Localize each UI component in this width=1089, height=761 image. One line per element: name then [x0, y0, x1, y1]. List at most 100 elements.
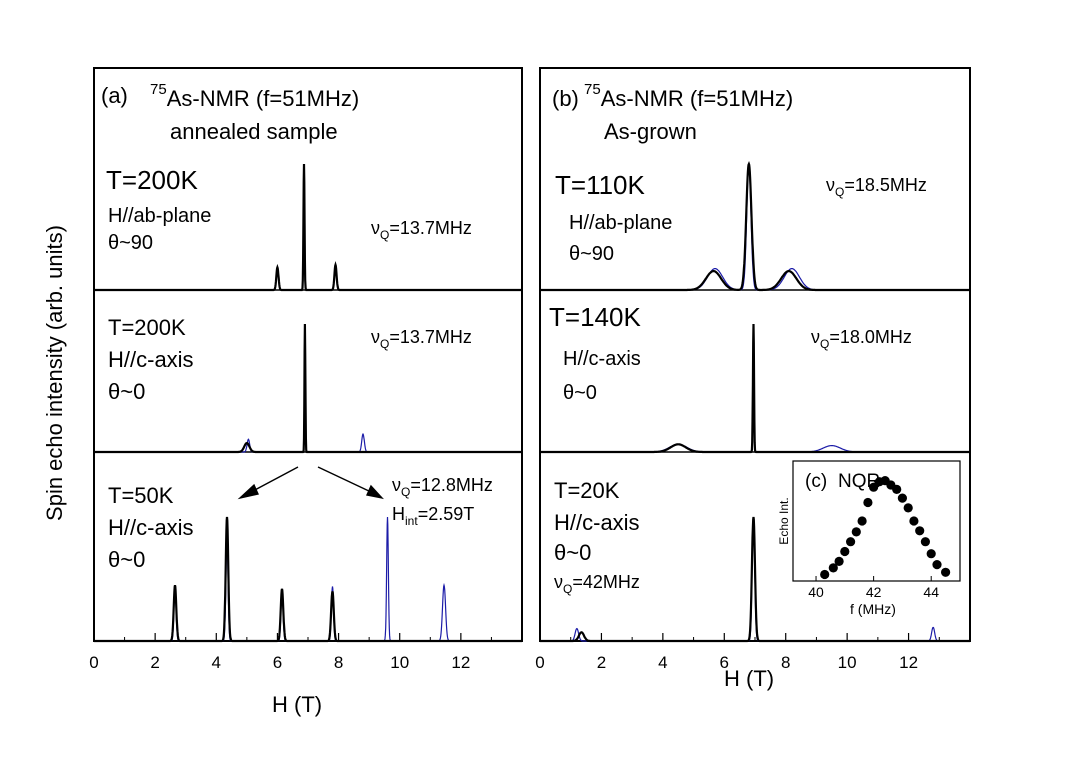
panel-b-row2-nuq-value: =18.0MHz: [829, 327, 912, 347]
panel-a-row3-temp: T=50K: [108, 483, 174, 508]
inset-c-tick-label-44: 44: [923, 584, 939, 600]
panel-b-subtitle: As-grown: [604, 119, 697, 144]
panel-a-row2-temp: T=200K: [108, 315, 186, 340]
panel-a-row3-hint-symbol: H: [392, 504, 405, 524]
panel-b-x-axis: 0 2 4 6 8 10 12: [535, 633, 940, 672]
panel-a: (a) 75As-NMR (f=51MHz) annealed sample T…: [89, 67, 523, 717]
arrow-right-head: [366, 484, 384, 500]
panel-b-title: 75As-NMR (f=51MHz): [584, 81, 793, 111]
panel-a-title: 75As-NMR (f=51MHz): [150, 81, 359, 111]
panel-a-row1-exp-line: [94, 163, 522, 292]
panel-a-tick-label-10: 10: [390, 653, 409, 672]
panel-b-tick-label-12: 12: [899, 653, 918, 672]
panel-b-tick-label-8: 8: [781, 653, 790, 672]
panel-a-row1-angle: θ~90: [108, 232, 153, 254]
panel-b-tick-label-0: 0: [535, 653, 544, 672]
panel-b-row2-nuq: νQ=18.0MHz: [811, 327, 912, 351]
inset-c-point: [834, 556, 844, 567]
inset-c-x-label: f (MHz): [850, 601, 896, 617]
inset-c-point: [863, 497, 873, 508]
inset-c-point: [892, 484, 902, 494]
panel-a-row3-hint-value: =2.59T: [418, 504, 475, 524]
panel-b-letter: (b): [552, 86, 579, 111]
panel-a-isotope: 75: [150, 81, 167, 98]
panel-a-letter: (a): [101, 83, 128, 108]
panel-b-row1-angle: θ~90: [569, 243, 614, 265]
panel-a-tick-label-0: 0: [89, 653, 98, 672]
inset-c-point: [828, 563, 838, 573]
inset-c-point: [909, 516, 919, 526]
panel-a-row3-hint-sub: int: [405, 514, 418, 528]
panel-b-tick-label-10: 10: [838, 653, 857, 672]
panel-b: (b) 75As-NMR (f=51MHz) As-grown T=110K H…: [535, 67, 971, 691]
panel-b-row3-nuq-value: =42MHz: [572, 572, 640, 592]
panel-a-row3-hint: Hint=2.59T: [392, 504, 474, 528]
inset-c-point: [897, 493, 908, 503]
inset-c-point: [851, 527, 861, 537]
panel-a-row2-nuq-value: =13.7MHz: [389, 327, 472, 347]
panel-a-arrows: [237, 466, 384, 500]
panel-a-row3-angle: θ~0: [108, 547, 145, 572]
panel-a-row1-nuq-value: =13.7MHz: [389, 218, 472, 238]
panel-b-row2-field: H//c-axis: [563, 348, 641, 370]
panel-b-row2-temp: T=140K: [549, 302, 641, 332]
inset-c-point: [920, 537, 931, 547]
panel-a-row1-temp: T=200K: [106, 165, 198, 195]
inset-c: (c) NQR Echo Int. f (MHz) 40 42 44: [777, 460, 961, 617]
inset-c-point: [926, 549, 936, 559]
panel-b-x-label: H (T): [724, 666, 774, 691]
inset-c-point: [846, 537, 856, 547]
panel-a-row3-nuq: νQ=12.8MHz: [392, 475, 493, 499]
panel-a-row2-exp-line: [94, 323, 522, 454]
panel-b-tick-label-6: 6: [720, 653, 729, 672]
panel-a-row2-nuq: νQ=13.7MHz: [371, 327, 472, 351]
panel-a-row2-field: H//c-axis: [108, 347, 194, 372]
panel-b-row2-exp-line: [540, 323, 970, 454]
inset-c-x-axis: 40 42 44: [808, 576, 939, 600]
inset-c-point: [869, 482, 879, 492]
panel-b-row1-nuq: νQ=18.5MHz: [826, 175, 927, 199]
panel-a-row1-nuq: νQ=13.7MHz: [371, 218, 472, 242]
panel-a-row2-angle: θ~0: [108, 379, 145, 404]
panel-a-row3-field: H//c-axis: [108, 515, 194, 540]
panel-b-row3-temp: T=20K: [554, 478, 620, 503]
panel-a-row3-nuq-value: =12.8MHz: [410, 475, 493, 495]
inset-c-letter: (c): [805, 471, 827, 492]
inset-c-points: [820, 476, 951, 580]
panel-a-subtitle: annealed sample: [170, 119, 338, 144]
panel-b-row3-nuq: νQ=42MHz: [554, 572, 640, 596]
panel-a-tick-label-4: 4: [212, 653, 221, 672]
arrow-left-line: [250, 466, 299, 493]
inset-c-y-label: Echo Int.: [777, 497, 791, 544]
panel-a-tick-label-12: 12: [451, 653, 470, 672]
panel-b-isotope: 75: [584, 81, 601, 98]
panel-a-title-text: As-NMR (f=51MHz): [167, 86, 360, 111]
panel-b-row1-temp: T=110K: [555, 170, 646, 200]
panel-b-tick-label-4: 4: [658, 653, 667, 672]
inset-c-point: [941, 567, 951, 577]
panel-b-row2-angle: θ~0: [563, 382, 597, 404]
panel-a-x-label: H (T): [272, 692, 322, 717]
inset-c-point: [857, 516, 867, 526]
panel-a-x-axis: 0 2 4 6 8 10 12: [89, 633, 492, 672]
panel-b-row1-exp-line: [540, 160, 970, 292]
panel-b-row1-field: H//ab-plane: [569, 212, 672, 234]
inset-c-tick-label-40: 40: [808, 584, 824, 600]
panel-a-row1-field: H//ab-plane: [108, 205, 211, 227]
panel-a-tick-label-6: 6: [273, 653, 282, 672]
panel-a-tick-label-8: 8: [334, 653, 343, 672]
inset-c-point: [932, 560, 942, 570]
inset-c-point: [903, 503, 913, 513]
arrow-left-head: [237, 483, 259, 500]
inset-c-point: [840, 546, 850, 557]
arrow-right-line: [317, 466, 372, 493]
panel-b-tick-label-2: 2: [597, 653, 606, 672]
panel-b-curves: [540, 160, 970, 643]
inset-c-tick-label-42: 42: [866, 584, 882, 600]
panel-b-title-text: As-NMR (f=51MHz): [601, 86, 794, 111]
inset-c-point: [820, 569, 830, 580]
y-axis-label: Spin echo intensity (arb. units): [42, 225, 67, 521]
panel-a-tick-label-2: 2: [150, 653, 159, 672]
panel-b-row3-field: H//c-axis: [554, 510, 640, 535]
